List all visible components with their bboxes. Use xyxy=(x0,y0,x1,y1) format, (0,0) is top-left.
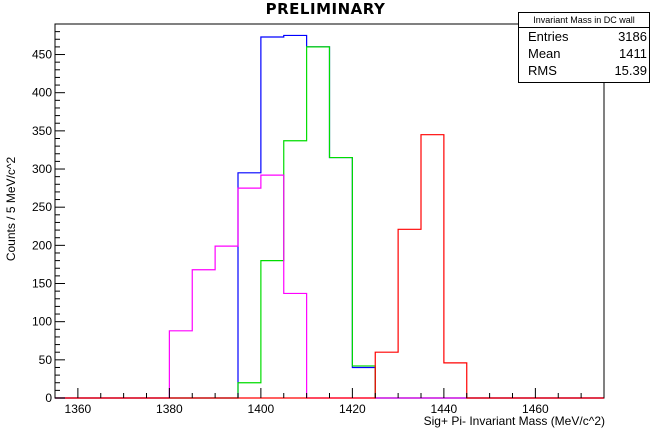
x-tick-label: 1360 xyxy=(65,402,92,416)
y-tick-label: 300 xyxy=(32,162,52,176)
y-tick-label: 250 xyxy=(32,200,52,214)
stats-box-title: Invariant Mass in DC wall xyxy=(519,13,649,28)
y-tick-label: 350 xyxy=(32,124,52,138)
y-tick-label: 100 xyxy=(32,315,52,329)
stats-row-mean: Mean 1411 xyxy=(519,45,649,62)
x-tick-label: 1440 xyxy=(431,402,458,416)
histogram-series-3 xyxy=(55,134,604,399)
stats-row-rms: RMS 15.39 xyxy=(519,62,649,79)
x-tick-label: 1400 xyxy=(248,402,275,416)
stats-value-mean: 1411 xyxy=(619,46,647,61)
y-axis-label: Counts / 5 MeV/c^2 xyxy=(4,156,18,262)
y-tick-label: 150 xyxy=(32,277,52,291)
stats-value-entries: 3186 xyxy=(618,29,647,44)
x-tick-label: 1460 xyxy=(522,402,549,416)
stats-box: Invariant Mass in DC wall Entries 3186 M… xyxy=(518,12,650,83)
stats-label-entries: Entries xyxy=(528,29,569,44)
y-tick-label: 450 xyxy=(32,48,52,62)
stats-label-rms: RMS xyxy=(528,63,557,78)
y-tick-label: 400 xyxy=(32,86,52,100)
x-axis-label: Sig+ Pi- Invariant Mass (MeV/c^2) xyxy=(423,414,605,428)
stats-value-rms: 15.39 xyxy=(614,63,647,78)
y-tick-label: 0 xyxy=(45,391,52,405)
y-tick-label: 50 xyxy=(39,353,53,367)
x-tick-label: 1420 xyxy=(339,402,366,416)
histogram-series-1 xyxy=(55,46,604,399)
y-tick-label: 200 xyxy=(32,238,52,252)
stats-label-mean: Mean xyxy=(528,46,561,61)
histogram-series-2 xyxy=(55,174,604,399)
stats-row-entries: Entries 3186 xyxy=(519,28,649,45)
x-tick-label: 1380 xyxy=(156,402,183,416)
chart-title: PRELIMINARY xyxy=(265,0,386,18)
